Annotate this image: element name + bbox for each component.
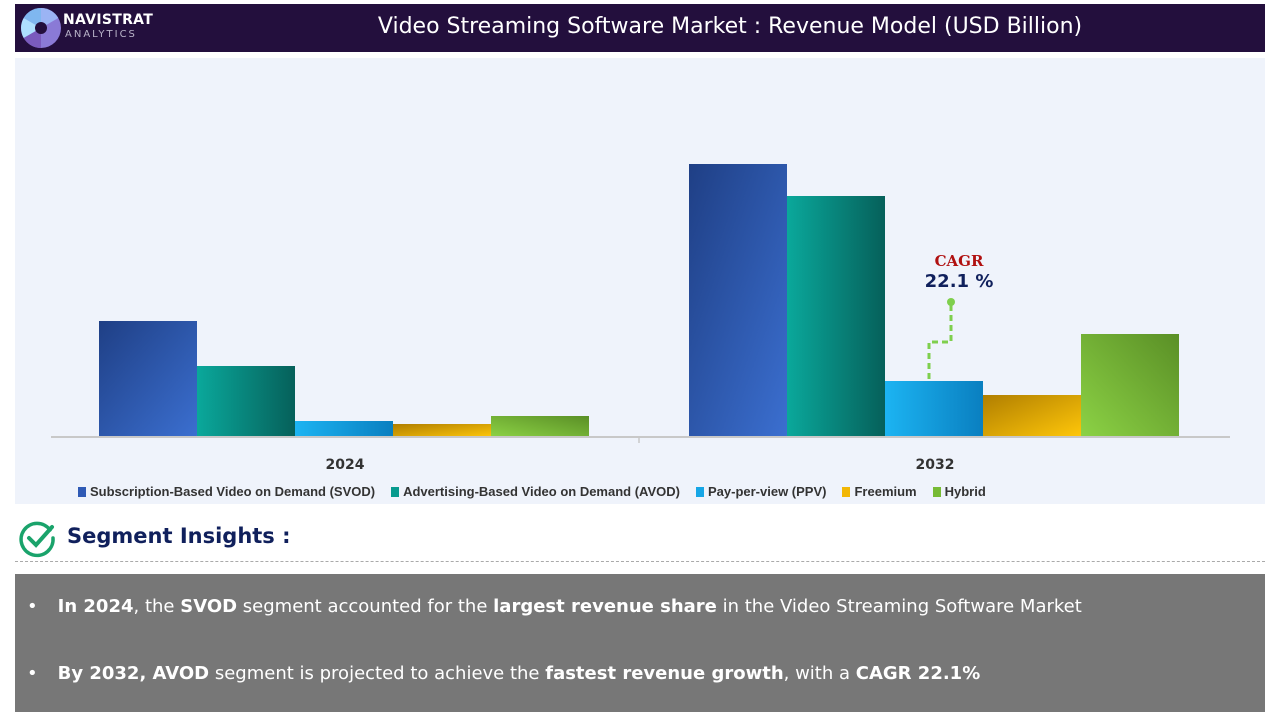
insights-title: Segment Insights : xyxy=(67,524,291,548)
bar-advertising-based-video-on-demand-avod--2032 xyxy=(787,196,885,437)
bar-pay-per-view-ppv--2032 xyxy=(885,381,983,437)
x-tick-label: 2032 xyxy=(916,457,955,473)
insight-text: fastest revenue growth xyxy=(545,663,784,684)
bar-freemium-2032 xyxy=(983,395,1081,437)
insight-text: segment is projected to achieve the xyxy=(209,663,546,684)
insight-text: SVOD xyxy=(180,596,238,617)
chart-legend: Subscription-Based Video on Demand (SVOD… xyxy=(78,484,986,499)
cagr-label: CAGR xyxy=(935,252,984,270)
insight-text: By 2032, AVOD xyxy=(57,663,210,684)
bar-pay-per-view-ppv--2024 xyxy=(295,421,393,437)
insight-text: in the Video Streaming Software Market xyxy=(716,596,1082,617)
insight-bullet: • By 2032, AVOD segment is projected to a… xyxy=(27,663,981,684)
cagr-connector xyxy=(927,302,953,379)
brand-name: NAVISTRAT xyxy=(63,12,154,28)
page-title: Video Streaming Software Market : Revenu… xyxy=(377,14,1083,39)
chart-area: 2024 2032 CAGR 22.1 % xyxy=(15,58,1265,504)
x-tick-label: 2024 xyxy=(326,457,365,473)
check-circle-icon xyxy=(19,521,55,558)
legend-item: Advertising-Based Video on Demand (AVOD) xyxy=(391,484,680,499)
insight-bullet: • In 2024, the SVOD segment accounted for… xyxy=(27,596,1082,617)
insight-text: segment accounted for the xyxy=(237,596,494,617)
bar-hybrid-2024 xyxy=(491,416,589,437)
insight-text: CAGR 22.1% xyxy=(855,663,981,684)
legend-item: Subscription-Based Video on Demand (SVOD… xyxy=(78,484,375,499)
insights-header: Segment Insights : xyxy=(15,516,1265,562)
brand-subtitle: ANALYTICS xyxy=(65,29,137,40)
insight-text: , with a xyxy=(783,663,856,684)
bar-freemium-2024 xyxy=(393,424,491,437)
bar-chart: 2024 2032 CAGR 22.1 % xyxy=(51,164,1230,473)
legend-item: Pay-per-view (PPV) xyxy=(695,484,826,499)
bar-subscription-based-video-on-demand-svod--2024 xyxy=(99,321,197,437)
legend-item: Freemium xyxy=(842,484,917,499)
header-bar: NAVISTRAT ANALYTICS Video Streaming Soft… xyxy=(15,4,1265,52)
cagr-value: 22.1 % xyxy=(925,271,994,292)
navistrat-logo-icon xyxy=(21,8,61,48)
bar-subscription-based-video-on-demand-svod--2032 xyxy=(689,164,787,437)
legend-item: Hybrid xyxy=(932,484,986,499)
insight-text: largest revenue share xyxy=(493,596,717,617)
bar-advertising-based-video-on-demand-avod--2024 xyxy=(197,366,295,437)
insights-box: • In 2024, the SVOD segment accounted for… xyxy=(15,574,1265,712)
insight-text: , the xyxy=(133,596,181,617)
bar-hybrid-2032 xyxy=(1081,334,1179,437)
insight-text: In 2024 xyxy=(57,596,134,617)
